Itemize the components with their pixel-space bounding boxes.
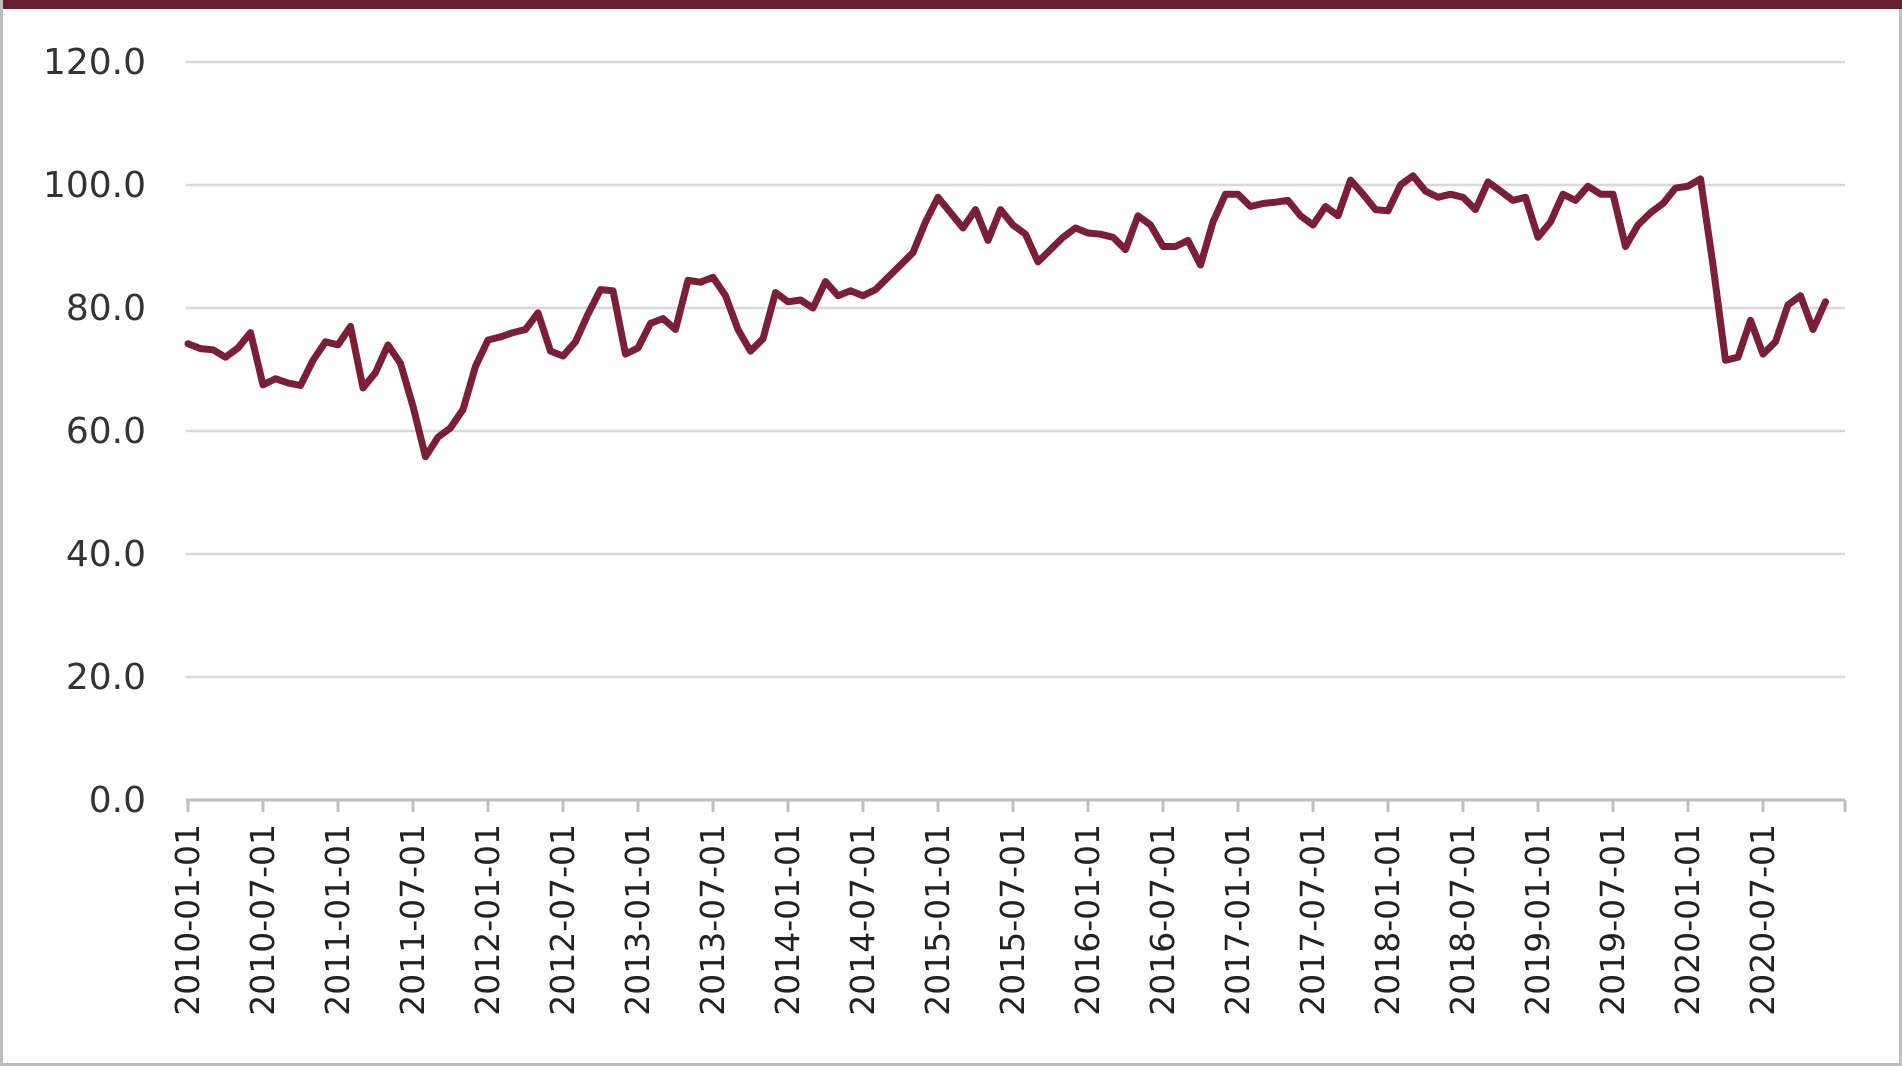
- x-tick-label-3: 2011-07-01: [393, 824, 432, 1016]
- y-tick-label-1: 20.0: [66, 657, 146, 698]
- x-tick-label-4: 2012-01-01: [468, 824, 507, 1016]
- y-tick-label-0: 0.0: [89, 780, 146, 821]
- x-tick-labels: 2010-01-01 2010-07-01 2011-01-01 2011-07-01…: [168, 824, 1782, 1016]
- x-tick-label-6: 2013-01-01: [618, 824, 657, 1016]
- x-tick-label-15: 2017-07-01: [1293, 824, 1332, 1016]
- axes: [186, 798, 1847, 812]
- x-tick-label-21: 2020-07-01: [1743, 824, 1782, 1016]
- x-tick-label-18: 2019-01-01: [1518, 824, 1557, 1016]
- x-tick-label-10: 2015-01-01: [918, 824, 957, 1016]
- frame-top-bar: [3, 0, 1902, 9]
- x-tick-label-20: 2020-01-01: [1668, 824, 1707, 1016]
- series-line: [184, 172, 1829, 461]
- x-tick-label-19: 2019-07-01: [1593, 824, 1632, 1016]
- x-tick-label-0: 2010-01-01: [168, 824, 207, 1016]
- x-tick-label-9: 2014-07-01: [843, 824, 882, 1016]
- x-tick-label-16: 2018-01-01: [1368, 824, 1407, 1016]
- y-tick-label-3: 60.0: [66, 411, 146, 452]
- x-tick-label-1: 2010-07-01: [243, 824, 282, 1016]
- x-tick-label-8: 2014-01-01: [768, 824, 807, 1016]
- series-group: [184, 172, 1829, 461]
- x-tick-label-12: 2016-01-01: [1068, 824, 1107, 1016]
- x-tick-label-14: 2017-01-01: [1218, 824, 1257, 1016]
- y-tick-label-2: 40.0: [66, 534, 146, 575]
- x-tick-label-11: 2015-07-01: [993, 824, 1032, 1016]
- x-tick-label-13: 2016-07-01: [1143, 824, 1182, 1016]
- x-tick-label-5: 2012-07-01: [543, 824, 582, 1016]
- y-tick-label-6: 120.0: [43, 42, 146, 83]
- y-tick-labels: 0.0 20.0 40.0 60.0 80.0 100.0 120.0: [43, 42, 146, 821]
- gridlines: [186, 60, 1845, 679]
- y-tick-label-5: 100.0: [43, 165, 146, 206]
- x-tick-label-2: 2011-01-01: [318, 824, 357, 1016]
- y-tick-label-4: 80.0: [66, 288, 146, 329]
- line-chart: 0.0 20.0 40.0 60.0 80.0 100.0 120.0 2010-01-01…: [43, 42, 1847, 1016]
- x-tick-label-7: 2013-07-01: [693, 824, 732, 1016]
- x-tick-label-17: 2018-07-01: [1443, 824, 1482, 1016]
